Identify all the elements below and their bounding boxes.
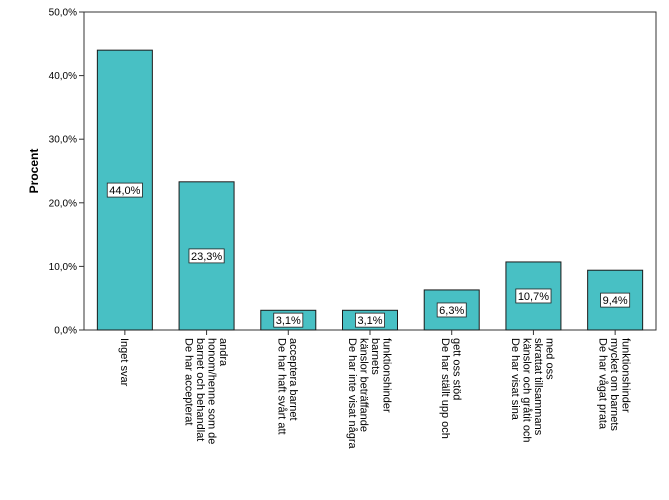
data-label: 10,7% <box>515 288 552 304</box>
data-label: 3,1% <box>273 312 304 328</box>
plot-frame <box>83 11 657 331</box>
category-label: De har ställt upp ochgett oss stöd <box>439 338 463 439</box>
category-labels: Inget svar De har accepteratbarnet och be… <box>118 330 632 450</box>
data-label-text: 6,3% <box>439 305 464 317</box>
data-label-box <box>355 312 385 328</box>
y-tick-label: 30,0% <box>49 135 77 146</box>
data-label-box <box>106 182 143 198</box>
category-label: De har accepteratbarnet och behandlathon… <box>182 338 229 444</box>
data-label: 3,1% <box>355 312 385 328</box>
data-label-box <box>600 292 631 308</box>
data-label-box <box>273 312 304 328</box>
y-tick-label: 50,0% <box>49 8 77 19</box>
category-label: De har vågat pratamycket om barnetsfunkt… <box>597 338 632 431</box>
data-label-text: 3,1% <box>357 315 382 327</box>
y-tick-label: 40,0% <box>49 71 77 82</box>
category-label: Inget svar <box>118 338 130 387</box>
category-label: De har inte visat någrakänslor beträffan… <box>346 338 393 450</box>
data-labels: 44,0% 23,3% 3,1% 3,1% 6,3% 10,7% 9,4% <box>106 182 631 328</box>
y-axis-title: Procent <box>27 149 41 194</box>
data-label: 23,3% <box>188 248 225 264</box>
y-tick-label: 20,0% <box>49 198 77 209</box>
data-label-text: 9,4% <box>603 295 628 307</box>
y-tick-label: 10,0% <box>49 262 77 273</box>
y-axis: 0,0% 10,0% 20,0% 30,0% 40,0% 50,0% <box>49 8 84 337</box>
data-label-box <box>188 248 225 264</box>
data-label: 9,4% <box>600 292 631 308</box>
data-label-box <box>436 302 467 318</box>
data-label: 44,0% <box>106 182 143 198</box>
data-label-box <box>515 288 552 304</box>
data-label-text: 3,1% <box>276 315 301 327</box>
data-label: 6,3% <box>436 302 467 318</box>
y-tick-label: 0,0% <box>54 326 77 337</box>
data-label-text: 44,0% <box>109 185 140 197</box>
data-label-text: 23,3% <box>191 251 222 263</box>
category-label: De har visat sinakänslor och gråtit ochs… <box>509 338 556 443</box>
data-label-text: 10,7% <box>518 291 549 303</box>
category-label: De har haft svårt attacceptera barnet <box>276 338 300 435</box>
bars <box>96 49 644 331</box>
